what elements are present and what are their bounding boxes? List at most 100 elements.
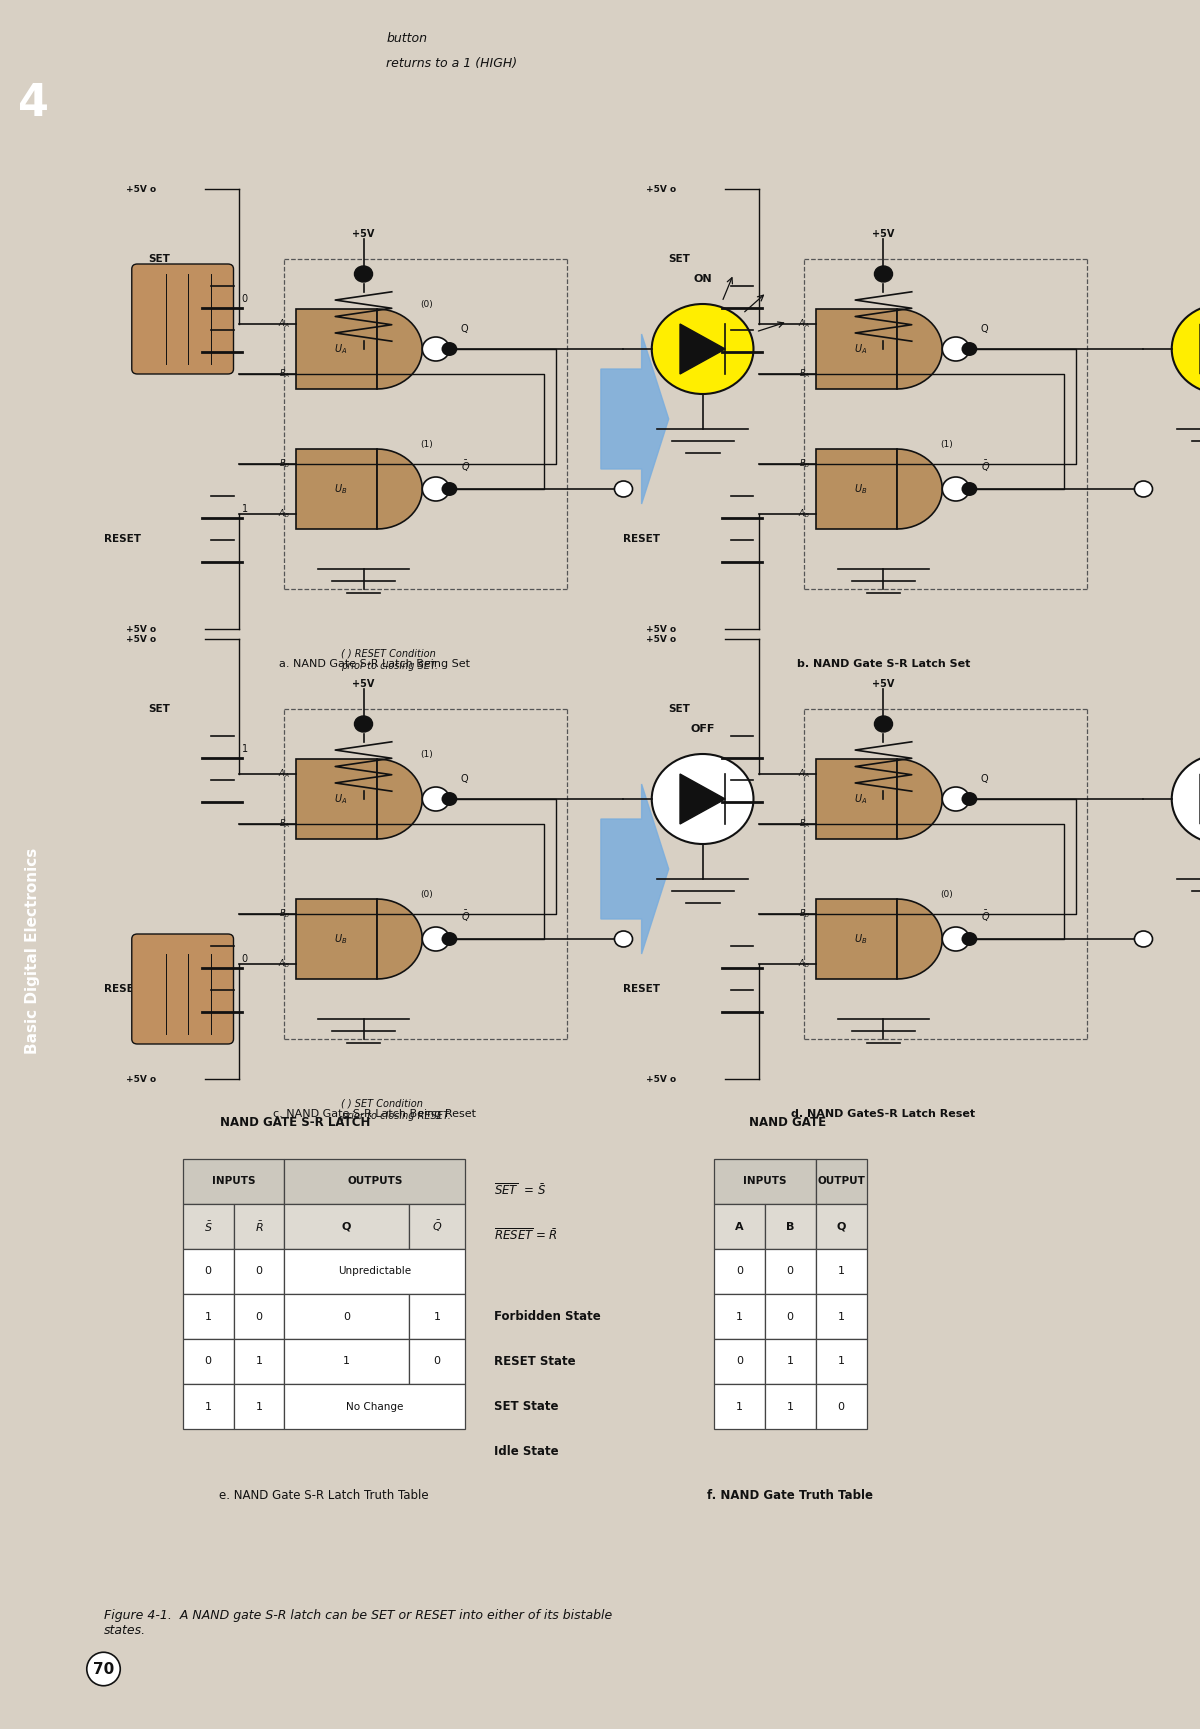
Circle shape: [422, 927, 450, 951]
Bar: [182, 1293, 234, 1338]
Text: +5V o: +5V o: [126, 185, 156, 194]
Circle shape: [442, 792, 457, 806]
Polygon shape: [898, 899, 942, 979]
Circle shape: [614, 481, 632, 496]
Polygon shape: [898, 759, 942, 839]
Bar: [234, 1203, 284, 1248]
Text: +5V o: +5V o: [126, 624, 156, 633]
Text: $\overline{RESET}$ = $\bar{R}$: $\overline{RESET}$ = $\bar{R}$: [493, 1228, 558, 1243]
Text: f. NAND Gate Truth Table: f. NAND Gate Truth Table: [707, 1489, 874, 1503]
Text: $B_A$: $B_A$: [278, 368, 290, 380]
Text: $\bar{Q}$: $\bar{Q}$: [461, 458, 470, 474]
Text: $U_B$: $U_B$: [854, 482, 868, 496]
Text: $B_B$: $B_B$: [278, 908, 290, 920]
Text: 0: 0: [241, 294, 248, 304]
Polygon shape: [601, 783, 668, 954]
Circle shape: [354, 266, 372, 282]
Text: ( ) SET Condition
prior to closing RESET.: ( ) SET Condition prior to closing RESET…: [341, 1100, 451, 1120]
Text: $B_A$: $B_A$: [278, 818, 290, 830]
Circle shape: [875, 266, 893, 282]
Circle shape: [1134, 930, 1152, 947]
Polygon shape: [898, 309, 942, 389]
Text: 0: 0: [838, 1402, 845, 1411]
Text: $A_B$: $A_B$: [798, 508, 810, 520]
Text: $\overline{SET}$  = $\bar{S}$: $\overline{SET}$ = $\bar{S}$: [493, 1183, 546, 1198]
Text: $U_B$: $U_B$: [335, 482, 348, 496]
Text: $\bar{S}$: $\bar{S}$: [204, 1219, 212, 1233]
Text: SET: SET: [149, 704, 170, 714]
Text: 0: 0: [736, 1357, 743, 1366]
Text: d. NAND GateS-R Latch Reset: d. NAND GateS-R Latch Reset: [792, 1108, 976, 1119]
Text: $B_B$: $B_B$: [278, 458, 290, 470]
Circle shape: [422, 477, 450, 501]
Bar: [295, 899, 377, 979]
Bar: [182, 1158, 284, 1203]
Text: $U_B$: $U_B$: [335, 932, 348, 946]
Text: b. NAND Gate S-R Latch Set: b. NAND Gate S-R Latch Set: [797, 659, 970, 669]
Text: A: A: [736, 1221, 744, 1231]
Text: 1: 1: [787, 1402, 793, 1411]
Circle shape: [442, 482, 457, 496]
Bar: [714, 1203, 764, 1248]
Text: 1: 1: [256, 1357, 263, 1366]
Text: e. NAND Gate S-R Latch Truth Table: e. NAND Gate S-R Latch Truth Table: [220, 1489, 428, 1503]
Bar: [295, 759, 377, 839]
Bar: [764, 1293, 816, 1338]
Text: RESET: RESET: [103, 534, 140, 545]
Text: $U_B$: $U_B$: [854, 932, 868, 946]
Text: 1: 1: [838, 1312, 845, 1321]
Bar: [816, 1203, 866, 1248]
Bar: [284, 1383, 466, 1428]
Text: Q: Q: [342, 1221, 352, 1231]
Bar: [714, 1293, 764, 1338]
Text: OUTPUT: OUTPUT: [817, 1176, 865, 1186]
Text: Q: Q: [980, 775, 989, 783]
Circle shape: [942, 477, 970, 501]
Text: +5V: +5V: [353, 679, 374, 688]
Text: SET: SET: [668, 704, 690, 714]
Bar: [182, 1203, 234, 1248]
Polygon shape: [680, 775, 725, 825]
Polygon shape: [377, 759, 422, 839]
Text: 4: 4: [18, 83, 48, 124]
Bar: [816, 1383, 866, 1428]
Bar: [714, 1338, 764, 1383]
Text: +5V: +5V: [872, 679, 895, 688]
Text: 1: 1: [787, 1357, 793, 1366]
Text: B: B: [786, 1221, 794, 1231]
Bar: [714, 1158, 816, 1203]
Text: Basic Digital Electronics: Basic Digital Electronics: [25, 847, 41, 1055]
Text: 1: 1: [204, 1312, 211, 1321]
Bar: [284, 1338, 409, 1383]
Text: OFF: OFF: [690, 724, 715, 735]
Text: a. NAND Gate S-R Latch Being Set: a. NAND Gate S-R Latch Being Set: [280, 659, 470, 669]
Text: $B_B$: $B_B$: [798, 908, 810, 920]
Text: $A_A$: $A_A$: [278, 768, 290, 780]
Bar: [764, 1248, 816, 1293]
Text: +5V o: +5V o: [126, 635, 156, 643]
Text: 70: 70: [92, 1662, 114, 1677]
Text: 1: 1: [204, 1402, 211, 1411]
Bar: [284, 1158, 466, 1203]
Bar: [764, 1383, 816, 1428]
Text: INPUTS: INPUTS: [743, 1176, 786, 1186]
Text: 0: 0: [204, 1267, 211, 1276]
Text: +5V o: +5V o: [646, 635, 677, 643]
Text: Q: Q: [980, 323, 989, 334]
Text: $U_A$: $U_A$: [335, 792, 348, 806]
Text: RESET State: RESET State: [493, 1356, 575, 1368]
Circle shape: [652, 754, 754, 844]
Bar: [284, 1293, 409, 1338]
Text: (1): (1): [420, 750, 433, 759]
Circle shape: [942, 927, 970, 951]
Bar: [182, 1338, 234, 1383]
Bar: [182, 1248, 234, 1293]
Text: 0: 0: [256, 1267, 263, 1276]
Text: SET: SET: [149, 254, 170, 265]
Circle shape: [875, 716, 893, 731]
Circle shape: [652, 304, 754, 394]
Text: Unpredictable: Unpredictable: [338, 1267, 412, 1276]
Text: 1: 1: [343, 1357, 350, 1366]
Text: Q: Q: [461, 323, 468, 334]
Text: $A_B$: $A_B$: [278, 958, 290, 970]
